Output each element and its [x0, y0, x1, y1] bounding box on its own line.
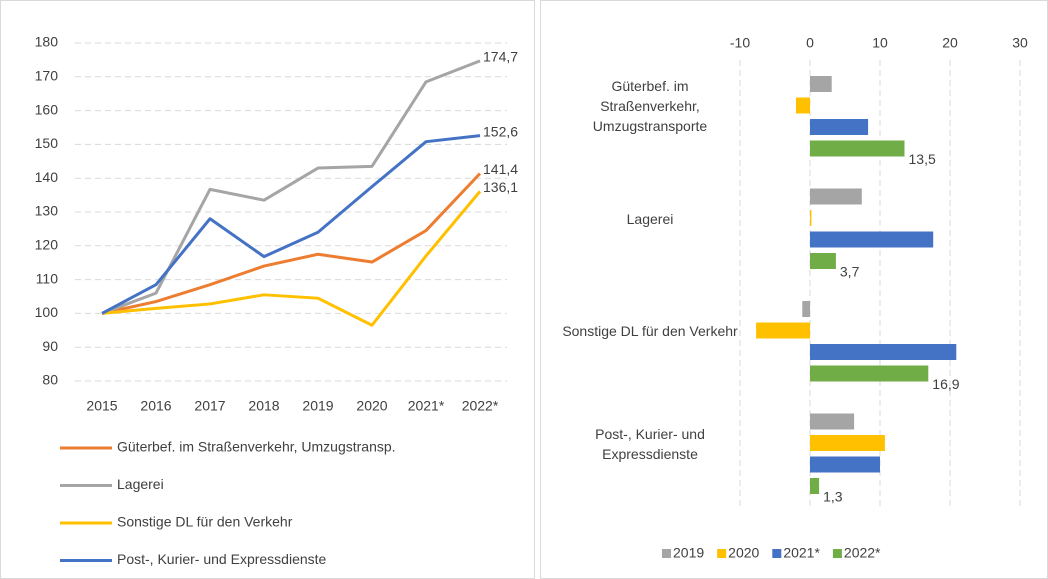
- bar: [810, 188, 862, 205]
- legend-label: Sonstige DL für den Verkehr: [117, 514, 293, 530]
- legend-swatch: [717, 549, 727, 558]
- legend-label: Lagerei: [117, 476, 164, 492]
- y-tick-label: Güterbef. im Straßenverkehr, Umzugstrans…: [592, 78, 708, 135]
- bar: [810, 76, 832, 92]
- legend-label: Güterbef. im Straßenverkehr, Umzugstrans…: [117, 439, 396, 455]
- legend-label: 2022*: [844, 545, 881, 561]
- y-tick-label: 100: [35, 304, 59, 320]
- legend-label: 2019: [673, 545, 704, 561]
- bar: [810, 435, 885, 451]
- y-tick-label: Post-, Kurier- und Expressdienste: [595, 425, 705, 462]
- bar: [796, 97, 810, 114]
- x-tick-label: 2017: [194, 398, 225, 414]
- line: [101, 190, 482, 327]
- left-panel: [0, 0, 535, 579]
- legend-label: 2021*: [783, 545, 820, 561]
- y-tick-label: 160: [35, 101, 59, 117]
- bar: [810, 140, 905, 157]
- bar: [802, 301, 810, 317]
- x-tick-label: 2022*: [462, 398, 499, 414]
- legend-swatch: [832, 549, 842, 558]
- y-tick-label: Sonstige DL für den Verkehr: [562, 323, 738, 340]
- legend-swatch: [662, 549, 671, 558]
- y-tick-label: 170: [35, 68, 59, 84]
- bar: [810, 365, 929, 382]
- data-label: 136,1: [483, 179, 518, 195]
- legend-label: Post-, Kurier- und Expressdienste: [117, 551, 327, 567]
- category-label-box: Sonstige DL für den Verkehr: [562, 323, 738, 340]
- bar: [810, 413, 855, 430]
- x-tick-label: 2015: [86, 398, 117, 414]
- x-tick-label: 20: [942, 35, 958, 51]
- bar: [810, 253, 836, 269]
- x-tick-label: 10: [872, 35, 888, 51]
- bar: [756, 322, 810, 339]
- category-label-box: Post-, Kurier- und Expressdienste: [595, 425, 705, 462]
- data-label: 13,5: [909, 151, 936, 167]
- y-tick-label: 180: [35, 34, 59, 50]
- line: [101, 172, 482, 315]
- bar: [810, 210, 812, 226]
- y-tick-label: 120: [35, 237, 59, 253]
- y-tick-label: 110: [36, 270, 59, 286]
- x-tick-label: 2018: [248, 398, 279, 414]
- x-tick-label: 0: [806, 35, 814, 51]
- x-tick-label: -10: [730, 35, 750, 51]
- x-tick-label: 2016: [140, 398, 171, 414]
- data-label: 1,3: [823, 489, 843, 505]
- data-label: 152,6: [483, 123, 518, 139]
- y-tick-label: 130: [35, 203, 59, 219]
- x-tick-label: 30: [1012, 35, 1028, 51]
- x-tick-label: 2019: [302, 398, 333, 414]
- legend-label: 2020: [728, 545, 759, 561]
- x-tick-label: 2020: [356, 398, 387, 414]
- right-panel: [540, 0, 1048, 579]
- bar: [810, 478, 820, 494]
- bar: [810, 456, 880, 473]
- data-label: 3,7: [840, 264, 860, 280]
- data-label: 174,7: [483, 49, 518, 65]
- x-tick-label: 2021*: [408, 398, 445, 414]
- y-tick-label: 80: [42, 372, 58, 388]
- y-tick-label: Lagerei: [626, 210, 674, 227]
- category-label-box: Güterbef. im Straßenverkehr, Umzugstrans…: [592, 78, 708, 135]
- legend-swatch: [772, 549, 782, 558]
- bar: [810, 344, 957, 360]
- data-label: 141,4: [483, 161, 518, 177]
- y-tick-label: 140: [35, 169, 59, 185]
- y-tick-label: 150: [35, 135, 59, 151]
- category-label-box: Lagerei: [626, 210, 674, 227]
- line: [101, 134, 481, 315]
- bar: [810, 119, 869, 135]
- bar: [810, 231, 934, 248]
- data-label: 16,9: [932, 376, 959, 392]
- y-tick-label: 90: [42, 338, 58, 354]
